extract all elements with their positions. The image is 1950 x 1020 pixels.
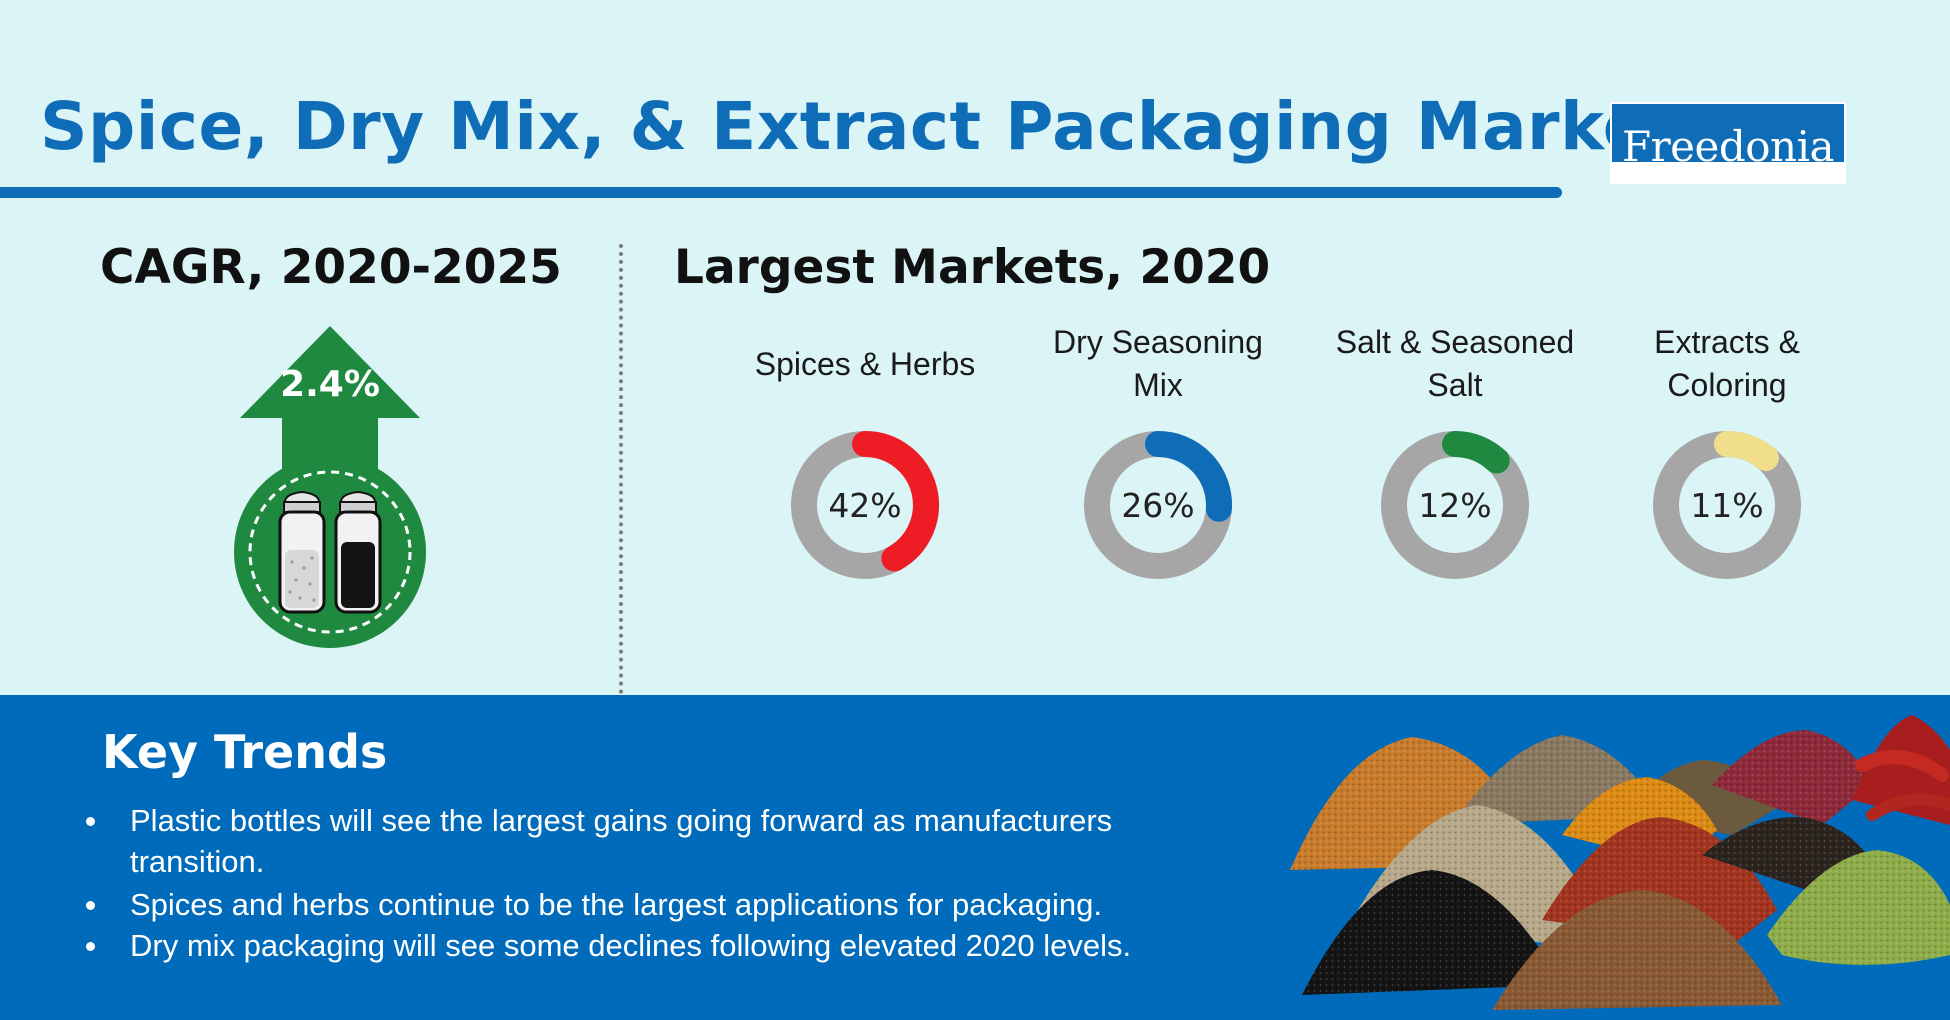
- spice-piles-photo: [1290, 715, 1950, 1010]
- donut-arc: [1145, 431, 1232, 522]
- market-dry-seasoning-mix: Dry Seasoning Mix 26%: [1028, 318, 1288, 598]
- salt-and-pepper-shakers-icon: [278, 490, 382, 614]
- freedonia-logo: Freedonia: [1610, 102, 1846, 184]
- market-salt-seasoned-salt: Salt & Seasoned Salt 12%: [1325, 318, 1585, 598]
- logo-underbar: [1612, 162, 1844, 182]
- title-underline: [0, 187, 1562, 198]
- market-label: Spices & Herbs: [754, 345, 976, 382]
- key-trends-title: Key Trends: [102, 725, 388, 779]
- market-label: Dry Seasoning Mix: [1053, 324, 1263, 403]
- page-title: Spice, Dry Mix, & Extract Packaging Mark…: [40, 88, 1681, 165]
- donut-arc: [1442, 431, 1510, 474]
- trend-item: Spices and herbs continue to be the larg…: [80, 884, 1280, 925]
- trend-text: Dry mix packaging will see some declines…: [130, 928, 1132, 963]
- donut-value-label: 12%: [1418, 486, 1491, 525]
- donut-chart: 12%: [1381, 431, 1529, 579]
- market-label: Extracts & Coloring: [1654, 324, 1800, 403]
- bullet-icon: [86, 942, 95, 951]
- trend-text: Spices and herbs continue to be the larg…: [130, 887, 1102, 922]
- market-extracts-coloring: Extracts & Coloring 11%: [1597, 318, 1857, 598]
- donut-chart: 11%: [1653, 431, 1801, 579]
- bullet-icon: [86, 901, 95, 910]
- donut-value-label: 26%: [1121, 486, 1194, 525]
- trend-text: Plastic bottles will see the largest gai…: [130, 803, 1113, 879]
- bullet-icon: [86, 817, 95, 826]
- market-label: Salt & Seasoned Salt: [1335, 324, 1575, 403]
- trend-item: Dry mix packaging will see some declines…: [80, 925, 1280, 966]
- key-trends-list: Plastic bottles will see the largest gai…: [80, 800, 1280, 966]
- growth-arrow-icon: [234, 326, 426, 648]
- donut-arc: [852, 431, 939, 572]
- cagr-title: CAGR, 2020-2025: [100, 240, 562, 295]
- donut-chart: 42%: [791, 431, 939, 579]
- donut-chart: 26%: [1084, 431, 1232, 579]
- donut-value-label: 11%: [1690, 486, 1763, 525]
- market-spices-herbs: Spices & Herbs 42%: [735, 318, 995, 598]
- section-divider: [619, 244, 623, 694]
- donut-value-label: 42%: [828, 486, 901, 525]
- cagr-value: 2.4%: [280, 364, 380, 405]
- trend-item: Plastic bottles will see the largest gai…: [80, 800, 1280, 882]
- markets-title: Largest Markets, 2020: [674, 240, 1271, 295]
- donut-arc: [1714, 431, 1779, 471]
